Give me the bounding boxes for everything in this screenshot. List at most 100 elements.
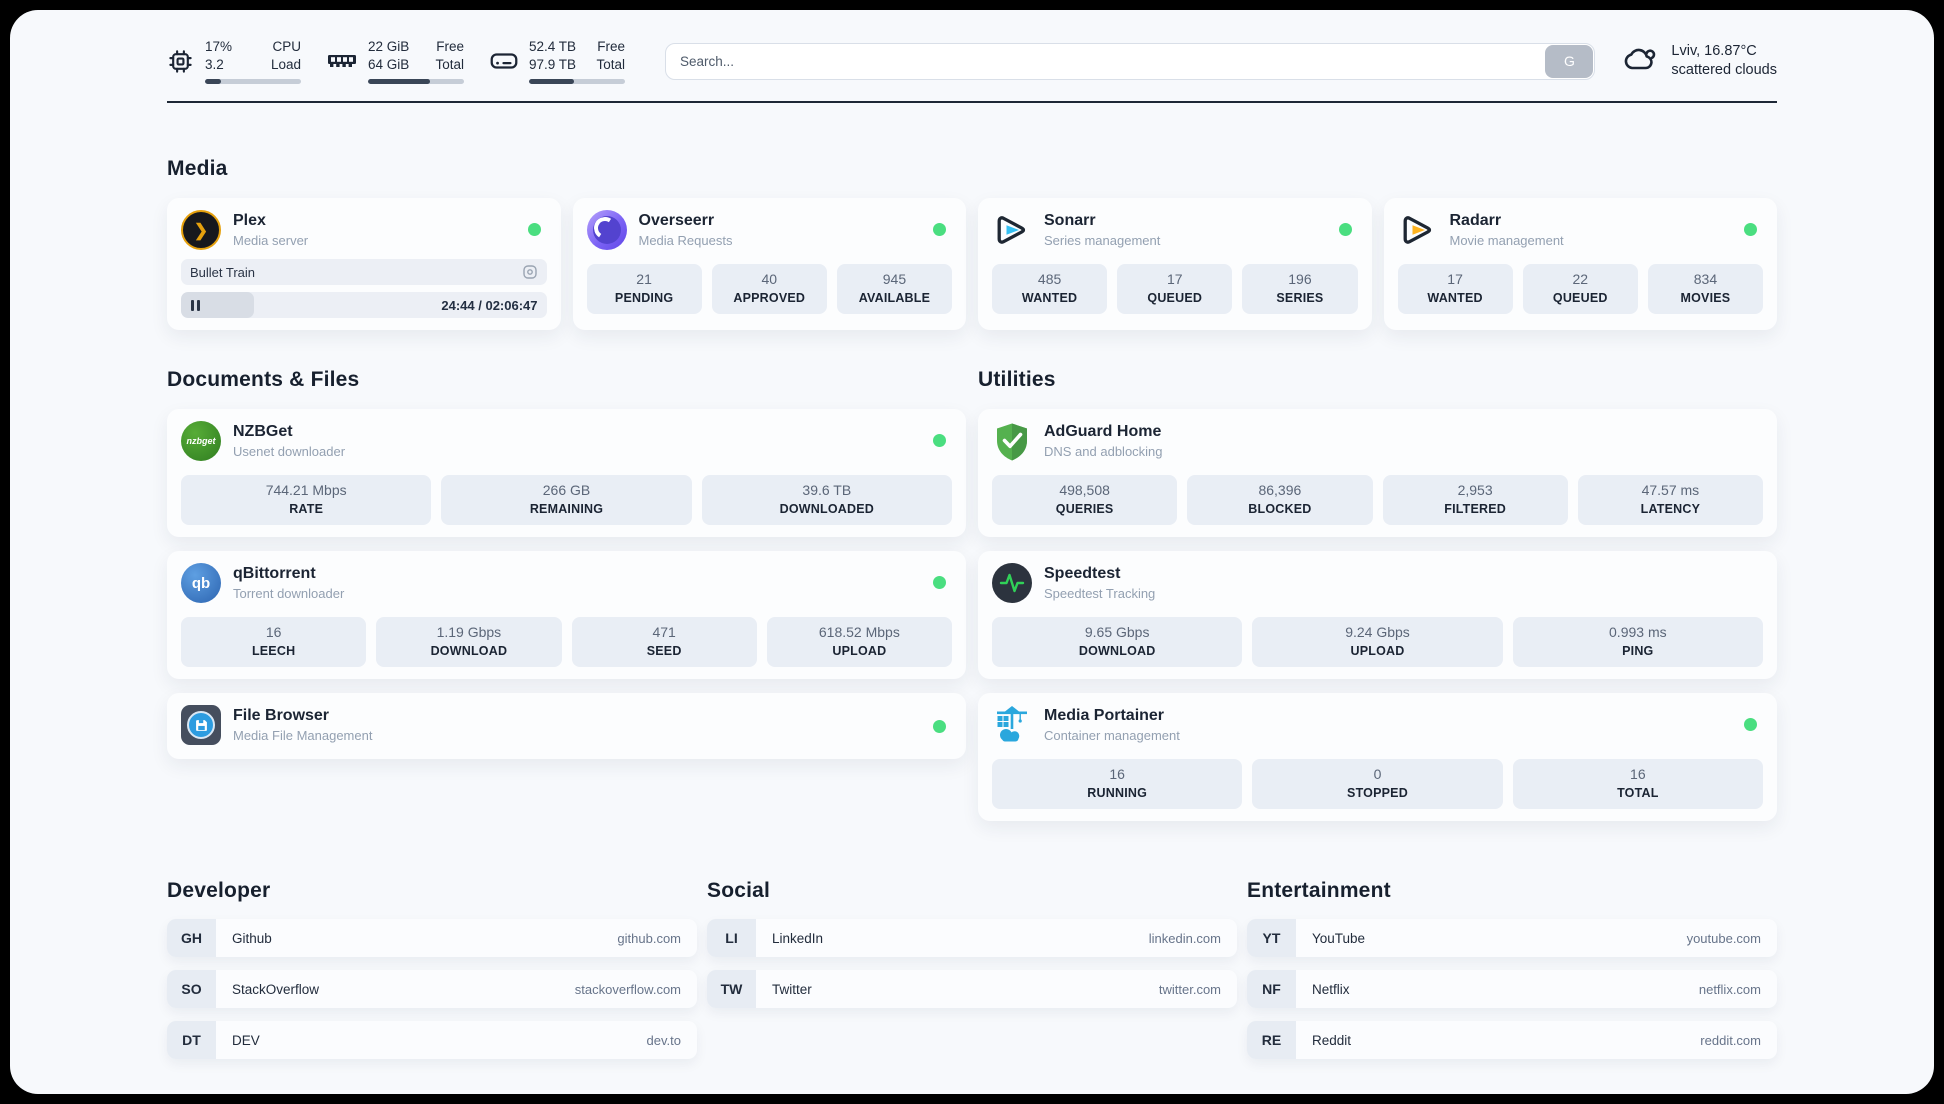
link-name: DEV bbox=[232, 1032, 260, 1048]
documents-column: Documents & Files nzbget NZBGet Usenet d… bbox=[167, 368, 966, 759]
status-dot-online bbox=[1338, 223, 1352, 236]
app-name: File Browser bbox=[233, 707, 330, 724]
app-card-qbittorrent[interactable]: qb qBittorrent Torrent downloader 16 LEEC… bbox=[167, 551, 966, 679]
app-card-filebrowser[interactable]: File Browser Media File Management bbox=[167, 693, 966, 759]
playback-progress-bar[interactable]: 24:44 / 02:06:47 bbox=[181, 292, 547, 318]
now-playing-row: Bullet Train bbox=[181, 259, 547, 285]
utilities-column: Utilities AdGuard Home bbox=[978, 368, 1777, 821]
app-subtitle: Movie management bbox=[1449, 233, 1564, 248]
now-playing-title: Bullet Train bbox=[190, 264, 256, 280]
search-bar: G bbox=[665, 42, 1596, 80]
portainer-icon bbox=[992, 705, 1032, 745]
app-card-nzbget[interactable]: nzbget NZBGet Usenet downloader 744.21 M… bbox=[167, 409, 966, 537]
status-dot-online bbox=[1744, 223, 1757, 236]
cloud-icon bbox=[1621, 44, 1659, 79]
stat-wanted: 17 WANTED bbox=[1397, 264, 1513, 314]
app-name: Radarr bbox=[1449, 212, 1502, 229]
stat-total: 16 TOTAL bbox=[1512, 759, 1763, 809]
disk-stat: 52.4 TB 97.9 TB Free Total bbox=[490, 38, 625, 84]
link-netflix[interactable]: NF Netflix netflix.com bbox=[1247, 970, 1777, 1008]
disk-progress-track bbox=[529, 79, 625, 84]
filebrowser-icon bbox=[181, 705, 221, 745]
link-linkedin[interactable]: LI LinkedIn linkedin.com bbox=[707, 919, 1237, 957]
app-card-plex[interactable]: ❯ Plex Media server Bullet Train bbox=[167, 198, 561, 330]
link-reddit[interactable]: RE Reddit reddit.com bbox=[1247, 1021, 1777, 1059]
app-card-overseerr[interactable]: Overseerr Media Requests 21 PENDING 40 APP… bbox=[572, 198, 966, 330]
section-title-developer: Developer bbox=[167, 879, 271, 902]
playback-time: 24:44 / 02:06:47 bbox=[441, 297, 538, 313]
app-name: NZBGet bbox=[233, 423, 293, 440]
ram-progress-fill bbox=[368, 79, 431, 84]
link-name: Github bbox=[232, 930, 272, 946]
weather-location-temp: Lviv, 16.87°C bbox=[1671, 43, 1757, 59]
stat-approved: 40 APPROVED bbox=[711, 264, 827, 314]
ram-label-1: Free bbox=[436, 39, 464, 54]
link-badge: SO bbox=[167, 970, 216, 1008]
stat-seed: 471 SEED bbox=[571, 617, 757, 667]
stat-downloaded: 39.6 TB DOWNLOADED bbox=[701, 475, 952, 525]
link-name: LinkedIn bbox=[772, 930, 824, 946]
stat-ping: 0.993 ms PING bbox=[1512, 617, 1763, 667]
cpu-progress-fill bbox=[205, 79, 222, 84]
stat-queued: 17 QUEUED bbox=[1117, 264, 1233, 314]
link-badge: YT bbox=[1247, 919, 1296, 957]
cast-icon[interactable] bbox=[522, 264, 538, 280]
link-url: youtube.com bbox=[1686, 930, 1761, 946]
dashboard-page: 17% 3.2 CPU Load bbox=[10, 10, 1934, 1094]
link-badge: DT bbox=[167, 1021, 216, 1059]
search-input[interactable] bbox=[665, 42, 1596, 80]
ram-total: 64 GiB bbox=[368, 57, 410, 72]
ram-stat: 22 GiB 64 GiB Free Total bbox=[327, 38, 464, 84]
pause-button[interactable] bbox=[191, 299, 200, 311]
link-url: netflix.com bbox=[1698, 981, 1761, 997]
weather-widget: Lviv, 16.87°C scattered clouds bbox=[1621, 42, 1777, 80]
stat-rate: 744.21 Mbps RATE bbox=[181, 475, 432, 525]
app-name: Plex bbox=[233, 212, 266, 229]
app-subtitle: Media server bbox=[233, 233, 309, 248]
section-title-utilities: Utilities bbox=[978, 368, 1056, 391]
link-github[interactable]: GH Github github.com bbox=[167, 919, 697, 957]
status-dot-online bbox=[933, 720, 946, 733]
app-card-adguard[interactable]: AdGuard Home DNS and adblocking 498,508 Q… bbox=[978, 409, 1777, 537]
link-url: reddit.com bbox=[1700, 1032, 1761, 1048]
app-card-portainer[interactable]: Media Portainer Container management 16 R… bbox=[978, 693, 1777, 821]
stat-blocked: 86,396 BLOCKED bbox=[1187, 475, 1373, 525]
stat-wanted: 485 WANTED bbox=[992, 264, 1108, 314]
stat-stopped: 0 STOPPED bbox=[1252, 759, 1503, 809]
status-dot-online bbox=[527, 223, 541, 236]
qbittorrent-icon: qb bbox=[181, 563, 221, 603]
status-dot-online bbox=[933, 434, 946, 447]
stat-latency: 47.57 ms LATENCY bbox=[1577, 475, 1763, 525]
link-dev[interactable]: DT DEV dev.to bbox=[167, 1021, 697, 1059]
app-card-radarr[interactable]: Radarr Movie management 17 WANTED 22 QUEUE… bbox=[1383, 198, 1777, 330]
app-card-speedtest[interactable]: Speedtest Speedtest Tracking 9.65 Gbps DO… bbox=[978, 551, 1777, 679]
link-name: Reddit bbox=[1312, 1032, 1352, 1048]
app-subtitle: Torrent downloader bbox=[233, 586, 345, 601]
stat-available: 945 AVAILABLE bbox=[836, 264, 953, 314]
ram-progress-track bbox=[368, 79, 464, 84]
app-card-sonarr[interactable]: Sonarr Series management 485 WANTED 17 QUE… bbox=[978, 198, 1372, 330]
stat-series: 196 SERIES bbox=[1242, 264, 1358, 314]
disk-free: 52.4 TB bbox=[529, 39, 577, 54]
disk-icon bbox=[490, 50, 518, 72]
ram-free: 22 GiB bbox=[368, 39, 410, 54]
link-youtube[interactable]: YT YouTube youtube.com bbox=[1247, 919, 1777, 957]
disk-label-2: Total bbox=[596, 57, 625, 72]
link-stackoverflow[interactable]: SO StackOverflow stackoverflow.com bbox=[167, 970, 697, 1008]
section-title-social: Social bbox=[707, 879, 771, 902]
stat-upload: 618.52 Mbps UPLOAD bbox=[766, 617, 952, 667]
cpu-percent: 17% bbox=[205, 39, 233, 54]
disk-total: 97.9 TB bbox=[529, 57, 577, 72]
search-engine-button[interactable]: G bbox=[1545, 44, 1594, 78]
link-badge: LI bbox=[707, 919, 756, 957]
social-column: Social LI LinkedIn linkedin.com TW Twitt… bbox=[707, 879, 1237, 1008]
link-badge: NF bbox=[1247, 970, 1296, 1008]
app-name: AdGuard Home bbox=[1044, 423, 1162, 440]
ram-icon bbox=[327, 52, 357, 70]
ram-label-2: Total bbox=[435, 57, 464, 72]
link-twitter[interactable]: TW Twitter twitter.com bbox=[707, 970, 1237, 1008]
link-url: twitter.com bbox=[1158, 981, 1221, 997]
stat-movies: 834 MOVIES bbox=[1647, 264, 1764, 314]
entertainment-column: Entertainment YT YouTube youtube.com NF … bbox=[1247, 879, 1777, 1059]
app-name: Sonarr bbox=[1044, 212, 1096, 229]
